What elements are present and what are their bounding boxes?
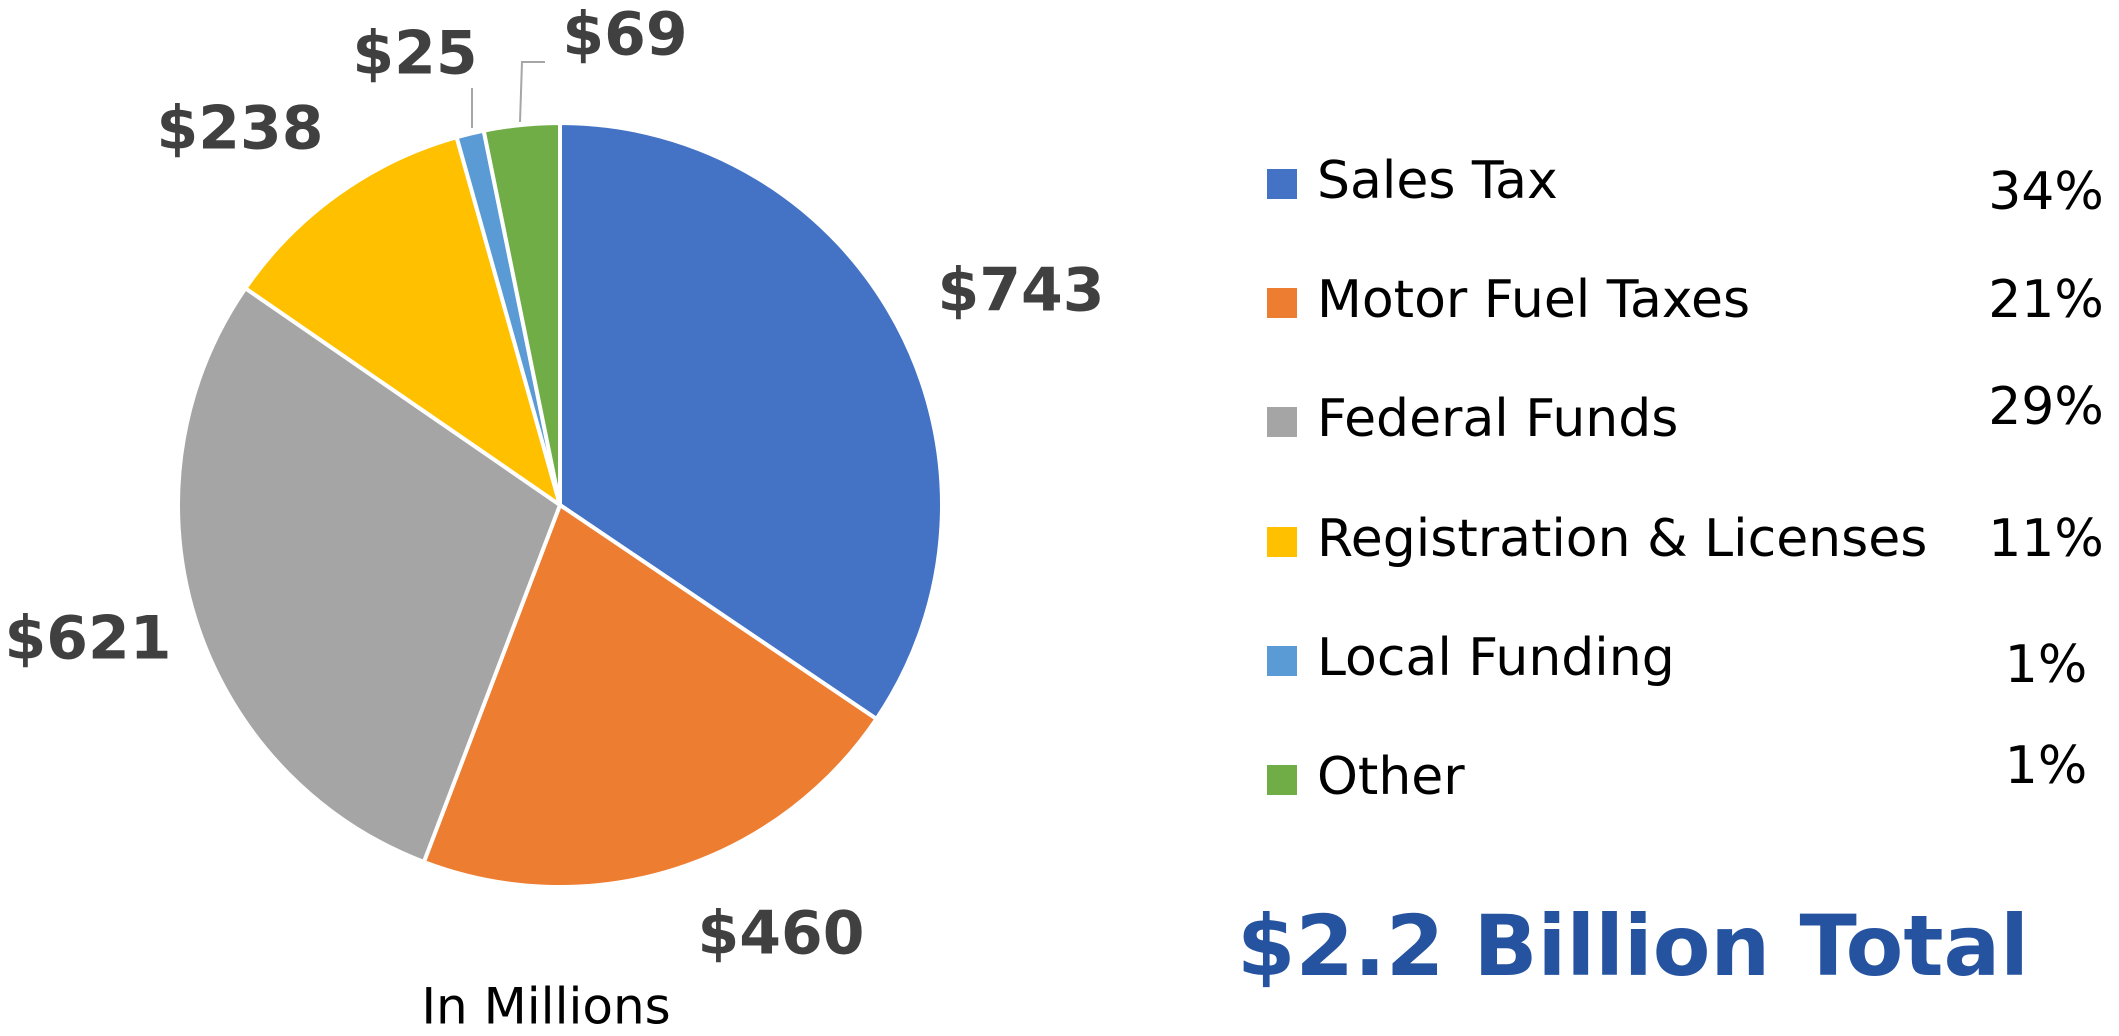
data-label: $743	[938, 256, 1105, 326]
legend-swatch	[1267, 169, 1297, 199]
legend-swatch	[1267, 765, 1297, 795]
data-label: $25	[352, 19, 477, 89]
pie-slice	[176, 285, 563, 865]
legend-swatch	[1267, 407, 1297, 437]
total-note: $2.2 Billion Total	[1237, 897, 2029, 995]
legend-label: Registration & Licenses	[1317, 509, 1927, 569]
legend-label: Motor Fuel Taxes	[1317, 270, 1750, 330]
pie-slice	[421, 501, 880, 889]
legend-label: Local Funding	[1317, 628, 1675, 688]
data-label: $69	[562, 0, 687, 70]
data-label: $460	[698, 899, 865, 969]
legend-label: Sales Tax	[1317, 151, 1558, 211]
legend-percent: 21%	[1988, 270, 2104, 330]
pie-slice	[481, 120, 562, 506]
legend-label: Other	[1317, 747, 1465, 807]
data-label: $621	[5, 604, 172, 674]
legend-label: Federal Funds	[1317, 389, 1678, 449]
pie-slice	[558, 120, 944, 722]
legend-percent: 1%	[2005, 635, 2088, 695]
leader-line	[519, 61, 545, 123]
units-note: In Millions	[421, 978, 670, 1036]
legend-swatch	[1267, 527, 1297, 557]
legend-swatch	[1267, 646, 1297, 676]
legend-swatch	[1267, 288, 1297, 318]
legend-percent: 11%	[1988, 509, 2104, 569]
data-label: $238	[157, 94, 324, 164]
legend-percent: 1%	[2005, 736, 2088, 796]
legend-percent: 34%	[1988, 162, 2104, 222]
legend-percent: 29%	[1988, 377, 2104, 437]
